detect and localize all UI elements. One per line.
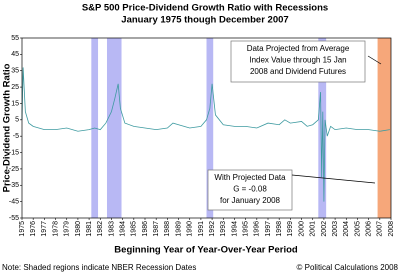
y-tick-label: 55 [11, 35, 19, 42]
y-axis-title: Price-Dividend Growth Ratio [2, 63, 13, 192]
y-tick-label: -55 [9, 215, 19, 222]
annotation-arrow [367, 55, 382, 65]
y-tick-label: 5 [15, 117, 19, 124]
plot-border [21, 37, 392, 219]
x-tick-label: 1997 [265, 221, 272, 237]
x-tick-label: 1979 [64, 221, 71, 237]
data-line [21, 67, 390, 202]
x-tick-label: 2001 [310, 221, 317, 237]
y-tick-label: -45 [9, 198, 19, 205]
x-tick-label: 1982 [97, 221, 104, 237]
x-tick-label: 1990 [187, 221, 194, 237]
x-tick-label: 2000 [298, 221, 305, 237]
annotation-text: 2008 and Dividend Futures [250, 67, 346, 76]
annotation-text: Index Value through 15 Jan [249, 56, 346, 65]
annotation-text: Data Projected from Average [247, 44, 350, 53]
x-tick-label: 1986 [142, 221, 149, 237]
x-tick-label: 1992 [209, 221, 216, 237]
x-tick-label: 1998 [276, 221, 283, 237]
x-tick-label: 1981 [86, 221, 93, 237]
x-tick-label: 1983 [108, 221, 115, 237]
y-tick-label: -15 [9, 149, 19, 156]
x-tick-label: 1993 [220, 221, 227, 237]
x-tick-label: 2004 [343, 221, 350, 237]
x-tick-label: 1996 [254, 221, 261, 237]
chart-title: S&P 500 Price-Dividend Growth Ratio with… [82, 3, 328, 14]
x-tick-label: 1989 [175, 221, 182, 237]
x-tick-label: 1994 [231, 221, 238, 237]
x-tick-label: 1975 [19, 221, 26, 237]
y-tick-label: -5 [13, 133, 19, 140]
y-tick-label: 15 [11, 100, 19, 107]
recession-band [206, 38, 214, 218]
credit: © Political Calculations 2008 [296, 263, 398, 272]
x-tick-label: 1978 [52, 221, 59, 237]
x-tick-label: 1977 [41, 221, 48, 237]
y-tick-label: 45 [11, 51, 19, 58]
x-tick-label: 1999 [287, 221, 294, 237]
annotation-arrow [291, 174, 376, 184]
x-tick-label: 1976 [30, 221, 37, 237]
y-tick-label: 25 [11, 84, 19, 91]
x-tick-label: 2008 [388, 221, 395, 237]
annotation-box [230, 40, 366, 83]
x-tick-label: 2003 [332, 221, 339, 237]
x-tick-label: 1980 [75, 221, 82, 237]
x-tick-label: 2007 [377, 221, 384, 237]
projection-band [377, 38, 391, 218]
note: Note: Shaded regions indicate NBER Reces… [2, 263, 196, 272]
x-tick-label: 1991 [198, 221, 205, 237]
x-axis-title: Beginning Year of Year-Over-Year Period [114, 245, 298, 256]
x-tick-label: 1985 [131, 221, 138, 237]
x-tick-label: 1984 [119, 221, 126, 237]
annotation-text: for January 2008 [220, 196, 281, 205]
annotation-text: G = -0.08 [233, 185, 267, 194]
y-tick-label: 35 [11, 68, 19, 75]
x-tick-label: 2006 [365, 221, 372, 237]
y-tick-label: -35 [9, 182, 19, 189]
recession-band [106, 38, 122, 218]
x-tick-label: 1995 [242, 221, 249, 237]
x-tick-label: 1988 [164, 221, 171, 237]
annotation-text: With Projected Data [214, 173, 286, 182]
y-tick-label: -25 [9, 166, 19, 173]
x-tick-label: 2002 [321, 221, 328, 237]
x-tick-label: 1987 [153, 221, 160, 237]
chart-subtitle: January 1975 though December 2007 [121, 15, 288, 26]
x-tick-label: 2005 [354, 221, 361, 237]
annotation-box [207, 169, 293, 211]
